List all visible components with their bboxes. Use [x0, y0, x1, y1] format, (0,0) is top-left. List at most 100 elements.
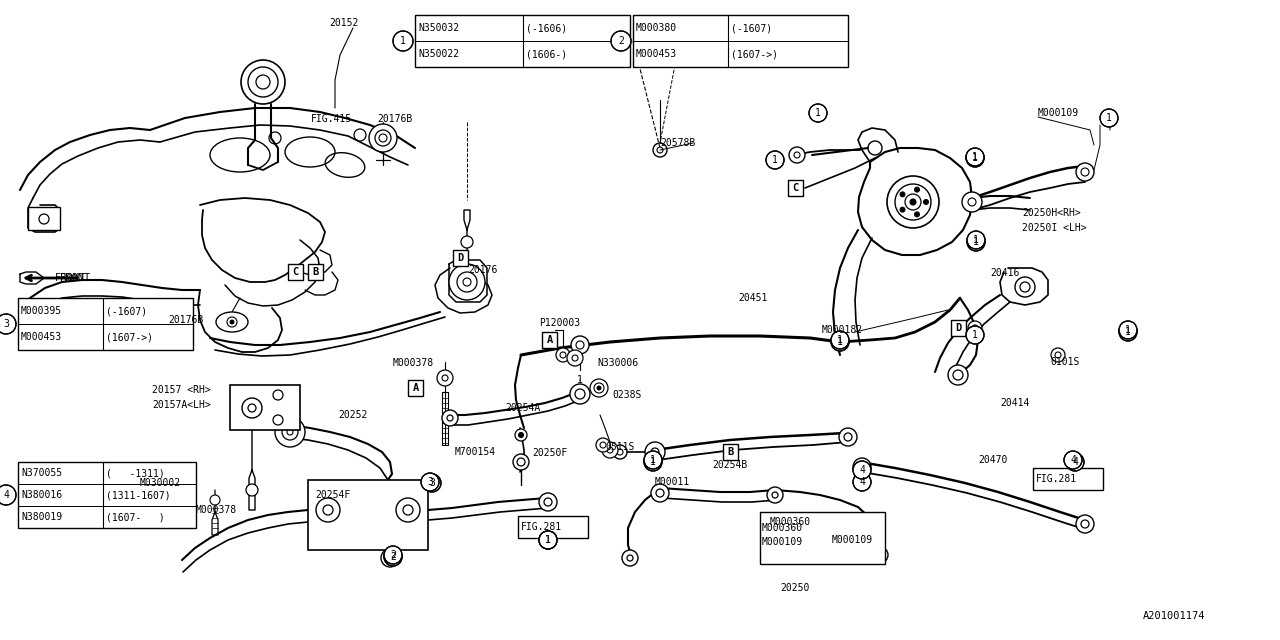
- Text: A: A: [547, 335, 553, 345]
- Circle shape: [611, 31, 631, 51]
- Text: M000109: M000109: [1038, 108, 1079, 118]
- Text: P120003: P120003: [539, 318, 580, 328]
- Bar: [760, 512, 884, 564]
- Text: N350032: N350032: [419, 23, 460, 33]
- Text: 1: 1: [1125, 327, 1132, 337]
- Text: 4: 4: [859, 477, 865, 487]
- Text: 2: 2: [390, 550, 396, 560]
- Bar: [951, 320, 966, 336]
- Text: 1: 1: [650, 457, 655, 467]
- Text: 1: 1: [1106, 113, 1112, 123]
- Text: A201001174: A201001174: [1143, 611, 1206, 621]
- Text: (1311-1607): (1311-1607): [106, 490, 170, 500]
- Circle shape: [571, 336, 589, 354]
- Circle shape: [838, 428, 858, 446]
- Circle shape: [809, 104, 827, 122]
- Circle shape: [1051, 348, 1065, 362]
- Text: D: D: [457, 253, 463, 263]
- Text: N330006: N330006: [596, 358, 639, 368]
- Circle shape: [461, 236, 474, 248]
- Text: FIG.281: FIG.281: [521, 522, 562, 532]
- Text: M000395: M000395: [20, 306, 63, 316]
- Text: 1: 1: [401, 36, 406, 46]
- Text: 20451: 20451: [739, 293, 768, 303]
- Text: (-1607): (-1607): [106, 306, 147, 316]
- Circle shape: [442, 410, 458, 426]
- Text: M000109: M000109: [762, 537, 803, 547]
- Text: 1: 1: [815, 108, 820, 118]
- Circle shape: [831, 333, 849, 351]
- Text: B: B: [727, 447, 733, 457]
- Text: 3: 3: [3, 319, 9, 329]
- Text: 1: 1: [650, 455, 655, 465]
- Circle shape: [0, 314, 17, 334]
- Text: FIG.415: FIG.415: [311, 114, 352, 124]
- Circle shape: [966, 149, 984, 167]
- Text: 1: 1: [972, 152, 978, 162]
- Text: 4: 4: [3, 490, 9, 500]
- Circle shape: [379, 134, 387, 142]
- Text: 20176B: 20176B: [168, 315, 204, 325]
- Text: N370055: N370055: [20, 468, 63, 478]
- Text: M000109: M000109: [832, 535, 873, 545]
- Text: (1607->): (1607->): [731, 49, 778, 59]
- Bar: [230, 385, 300, 430]
- Circle shape: [449, 264, 485, 300]
- Text: A: A: [412, 383, 419, 393]
- Bar: [18, 462, 196, 528]
- Text: 20157 <RH>: 20157 <RH>: [152, 385, 211, 395]
- Text: FRONT: FRONT: [60, 273, 91, 283]
- Text: M000378: M000378: [196, 505, 237, 515]
- Circle shape: [384, 548, 402, 566]
- Circle shape: [567, 350, 582, 366]
- Text: N380019: N380019: [20, 512, 63, 522]
- Text: 1: 1: [545, 535, 550, 545]
- Circle shape: [241, 60, 285, 104]
- Text: 1: 1: [1125, 325, 1132, 335]
- Text: 20416: 20416: [989, 268, 1019, 278]
- Text: 20250: 20250: [780, 583, 809, 593]
- Text: (1606-): (1606-): [526, 49, 567, 59]
- Circle shape: [1015, 277, 1036, 297]
- Circle shape: [275, 417, 305, 447]
- Text: 20250F: 20250F: [532, 448, 567, 458]
- Text: FIG.281: FIG.281: [1036, 474, 1078, 484]
- Circle shape: [1076, 163, 1094, 181]
- Text: M700154: M700154: [454, 447, 497, 457]
- Text: 4: 4: [1070, 455, 1076, 465]
- Circle shape: [256, 75, 270, 89]
- Circle shape: [966, 233, 986, 251]
- Text: 4: 4: [1073, 457, 1078, 467]
- Text: M030002: M030002: [140, 478, 182, 488]
- Text: M000380: M000380: [636, 23, 677, 33]
- Text: 20176: 20176: [468, 265, 498, 275]
- Text: C: C: [792, 183, 799, 193]
- Bar: [788, 180, 803, 196]
- Circle shape: [765, 151, 785, 169]
- Text: 0238S: 0238S: [612, 390, 641, 400]
- Text: M00011: M00011: [655, 477, 690, 487]
- Text: 1: 1: [972, 330, 978, 340]
- Text: 20254A: 20254A: [506, 403, 540, 413]
- Circle shape: [396, 498, 420, 522]
- Circle shape: [421, 473, 439, 491]
- Circle shape: [422, 474, 442, 492]
- Text: FRONT: FRONT: [55, 273, 86, 283]
- Text: 20254F: 20254F: [315, 490, 351, 500]
- Circle shape: [966, 231, 986, 249]
- Circle shape: [948, 365, 968, 385]
- Circle shape: [963, 192, 982, 212]
- Circle shape: [644, 451, 662, 469]
- Text: 3: 3: [429, 478, 435, 488]
- Text: D: D: [955, 323, 961, 333]
- Circle shape: [872, 547, 888, 563]
- Circle shape: [910, 199, 916, 205]
- Circle shape: [968, 321, 982, 335]
- Circle shape: [393, 31, 413, 51]
- Ellipse shape: [216, 312, 248, 332]
- Text: N350022: N350022: [419, 49, 460, 59]
- Circle shape: [1119, 323, 1137, 341]
- Text: 1: 1: [577, 375, 582, 385]
- Circle shape: [645, 442, 666, 462]
- Circle shape: [596, 386, 602, 390]
